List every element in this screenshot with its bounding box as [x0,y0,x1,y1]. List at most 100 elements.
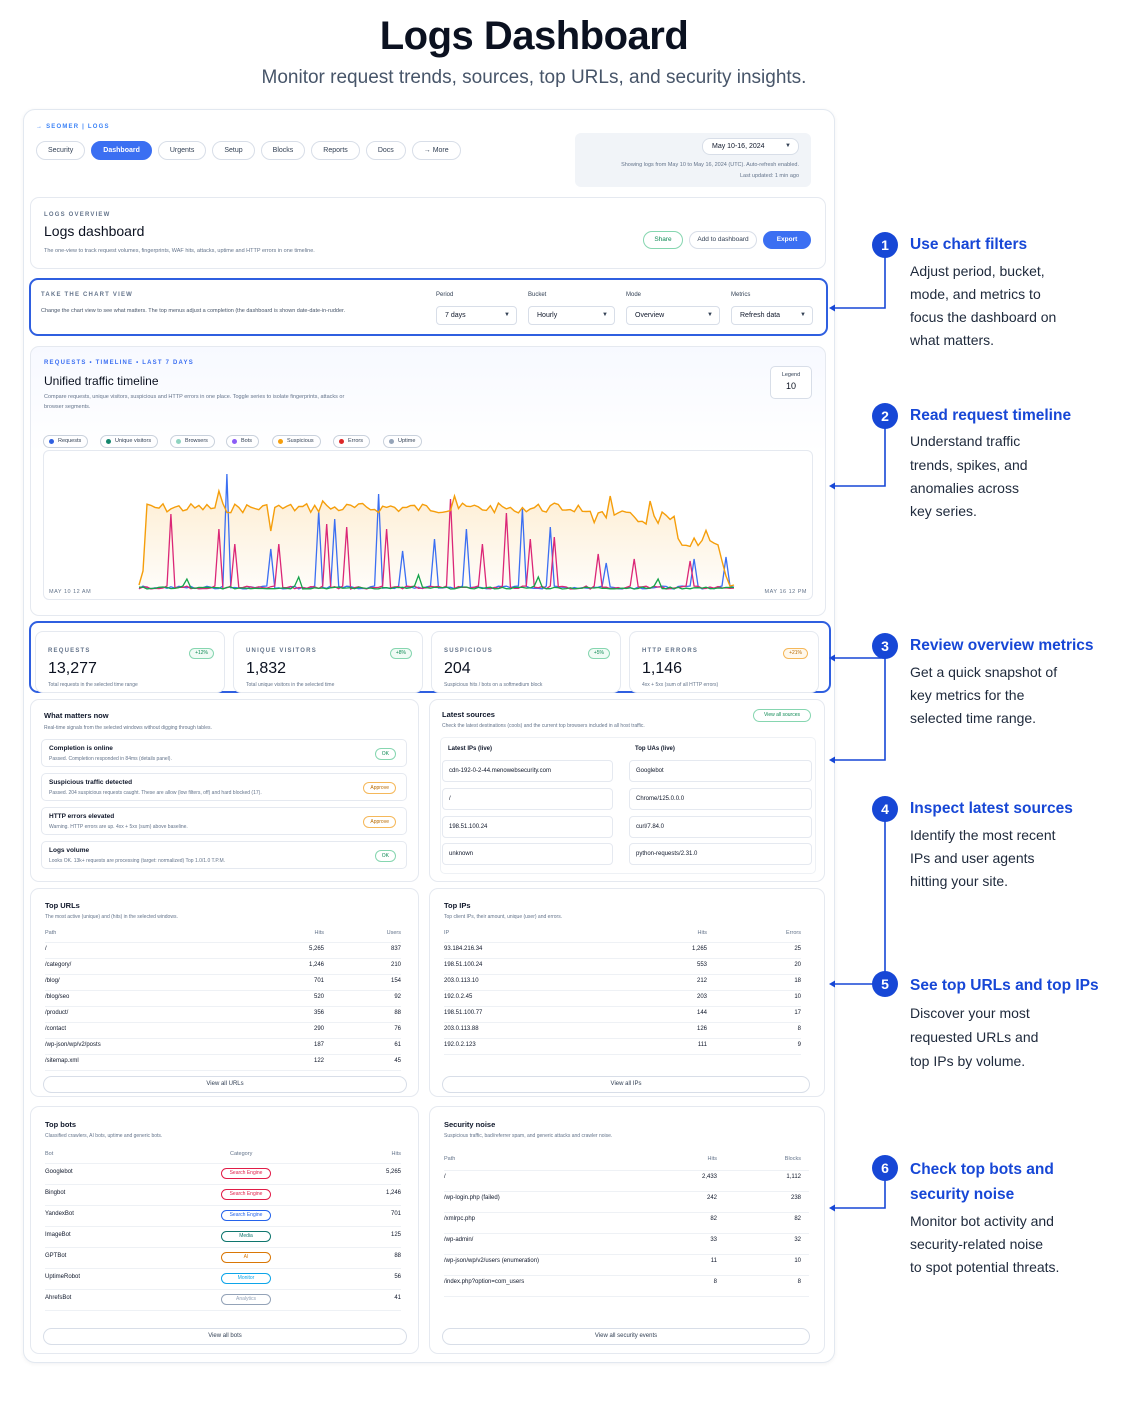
series-chip-browsers[interactable]: Browsers [170,435,215,448]
table-row[interactable]: /wp-login.php (failed) 242 238 [444,1192,809,1213]
latest-ips-label: Latest IPs (live) [448,746,493,752]
connector-6 [832,1181,886,1209]
bot-hits: 88 [394,1253,401,1259]
table-row[interactable]: /xmlrpc.php 82 82 [444,1213,809,1234]
connector-1 [832,257,886,309]
table-row[interactable]: /category/1,246 210 [45,959,401,975]
table-row[interactable]: / 2,433 1,112 [444,1171,809,1192]
view-all-security-button[interactable]: View all security events [442,1328,810,1345]
table-row[interactable]: 192.0.2.45 203 10 [444,991,801,1007]
series-chip-errors[interactable]: Errors [333,435,370,448]
table-row[interactable]: /wp-json/wp/v2/posts 187 61 [45,1039,401,1055]
table-row[interactable]: /blog/seo 520 92 [45,991,401,1007]
add-to-dashboard-button[interactable]: Add to dashboard [689,231,757,249]
ua-item[interactable]: Chrome/125.0.0.0 [629,788,812,810]
tab-docs[interactable]: Docs [365,141,406,160]
timeline-chart-area[interactable]: MAY 10 12 AM MAY 16 12 PM [43,450,813,600]
table-row[interactable]: AhrefsBot Analytics 41 [45,1290,401,1311]
table-header: Bot Category Hits [45,1148,401,1164]
table-row[interactable]: /blog/701 154 [45,975,401,991]
signal-item[interactable]: Completion is online Passed. Completion … [41,739,407,767]
table-row[interactable]: /sitemap.xml 122 45 [45,1055,401,1071]
ua-item[interactable]: curl/7.84.0 [629,816,812,838]
chevron-down-icon: ▼ [785,143,791,149]
ip-item[interactable]: / [442,788,613,810]
view-all-sources-button[interactable]: View all sources [753,709,811,722]
signal-detail: Passed. 204 suspicious requests caught. … [49,790,262,796]
series-chip-uptime[interactable]: Uptime [383,435,423,448]
table-row[interactable]: /wp-json/wp/v2/users (enumeration) 11 10 [444,1255,809,1276]
table-row[interactable]: /wp-admin/33 32 [444,1234,809,1255]
view-all-bots-button[interactable]: View all bots [43,1328,407,1345]
noise-hits: 11 [710,1258,717,1264]
metric-badge: +12% [189,648,214,659]
table-row[interactable]: /product/356 88 [45,1007,401,1023]
series-chip-suspicious[interactable]: Suspicious [272,435,321,448]
url-users: 45 [394,1058,401,1064]
noise-path: /wp-login.php (failed) [444,1195,500,1201]
signal-item[interactable]: HTTP errors elevated Warning. HTTP error… [41,807,407,835]
period-select[interactable]: 7 days ▼ [436,306,517,325]
bucket-select[interactable]: Hourly ▼ [528,306,615,325]
tab-more[interactable]: → More [411,141,461,160]
signal-item[interactable]: Suspicious traffic detected Passed. 204 … [41,773,407,801]
tab-dashboard[interactable]: Dashboard [91,141,152,160]
table-row[interactable]: /index.php?option=com_users 8 8 [444,1276,809,1297]
table-row[interactable]: 198.51.100.24 553 20 [444,959,801,975]
table-row[interactable]: Bingbot Search Engine 1,246 [45,1185,401,1206]
ip-item[interactable]: cdn-192-0-2-44.menowebsecurity.com [442,760,613,782]
ip-address: 192.0.2.123 [444,1042,476,1048]
table-row[interactable]: 203.0.113.10 212 18 [444,975,801,991]
series-chip-requests[interactable]: Requests [43,435,89,448]
table-row[interactable]: ImageBot Media 125 [45,1227,401,1248]
dashboard-frame: → SEOMER | LOGS Security Dashboard Urgen… [23,109,835,1363]
ip-address: 203.0.113.88 [444,1026,479,1032]
tab-reports[interactable]: Reports [311,141,360,160]
url-hits: 520 [313,994,324,1000]
table-row[interactable]: YandexBot Search Engine 701 [45,1206,401,1227]
table-row[interactable]: GPTBot AI 88 [45,1248,401,1269]
share-button[interactable]: Share [643,231,683,249]
table-row[interactable]: Googlebot Search Engine 5,265 [45,1164,401,1185]
timeline-description-2: browser segments. [44,404,91,410]
table-row[interactable]: /contact 290 76 [45,1023,401,1039]
date-range-select[interactable]: May 10-16, 2024 ▼ [702,138,799,155]
what-matters-title: What matters now [44,711,109,720]
tab-security[interactable]: Security [36,141,86,160]
legend-count-box[interactable]: Legend 10 [770,366,812,399]
tab-urgents[interactable]: Urgents [157,141,207,160]
table-row[interactable]: / 5,265 837 [45,943,401,959]
ua-item[interactable]: python-requests/2.31.0 [629,843,812,865]
security-noise-title: Security noise [444,1120,496,1129]
ip-item[interactable]: 198.51.100.24 [442,816,613,838]
timeline-description: Compare requests, unique visitors, suspi… [44,394,345,400]
noise-path: /xmlrpc.php [444,1216,476,1222]
tab-blocks[interactable]: Blocks [260,141,306,160]
metrics-select[interactable]: Refresh data ▼ [731,306,813,325]
breadcrumb[interactable]: → SEOMER | LOGS [36,124,110,130]
mode-select[interactable]: Overview ▼ [626,306,720,325]
series-chip-bots[interactable]: Bots [226,435,260,448]
ip-item[interactable]: unknown [442,843,613,865]
bot-name: GPTBot [45,1253,67,1259]
table-row[interactable]: 192.0.2.123 111 9 [444,1039,801,1055]
metric-value: 1,832 [246,660,287,677]
metric-foot: 4xx + 5xx (sum of all HTTP errors) [642,682,719,688]
tab-setup[interactable]: Setup [212,141,255,160]
metric-label: SUSPICIOUS [444,648,494,654]
ua-item[interactable]: Googlebot [629,760,812,782]
annotation-line: anomalies across [910,480,1019,496]
table-row[interactable]: 203.0.113.88 126 8 [444,1023,801,1039]
signal-item[interactable]: Logs volume Looks OK. 13k+ requests are … [41,841,407,869]
what-matters-card: What matters now Real-time signals from … [30,699,419,882]
table-row[interactable]: 198.51.100.77 144 17 [444,1007,801,1023]
timeline-caption: REQUESTS • TIMELINE • LAST 7 DAYS [44,360,194,366]
export-button[interactable]: Export [763,231,811,249]
view-all-ips-button[interactable]: View all IPs [442,1076,810,1093]
series-chip-unique-visitors[interactable]: Unique visitors [100,435,159,448]
annotation-line: Monitor bot activity and [910,1213,1054,1229]
table-row[interactable]: 93.184.216.34 1,265 25 [444,943,801,959]
table-row[interactable]: UptimeRobot Monitor 56 [45,1269,401,1290]
bot-hits: 701 [390,1211,401,1217]
view-all-urls-button[interactable]: View all URLs [43,1076,407,1093]
